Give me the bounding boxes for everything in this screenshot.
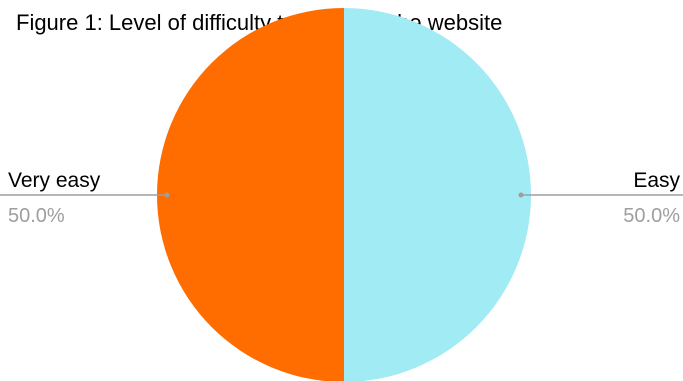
pie-labels: Easy 50.0% Very easy 50.0% — [0, 169, 683, 227]
slice-percent-easy: 50.0% — [623, 205, 680, 227]
slice-percent-very-easy: 50.0% — [8, 205, 65, 227]
leader-dot-easy — [518, 192, 524, 198]
pie-slices — [157, 8, 531, 381]
slice-label-easy: Easy — [633, 169, 680, 192]
slice-label-very-easy: Very easy — [8, 169, 101, 192]
leader-dot-very-easy — [164, 192, 170, 198]
pie-slice-easy — [344, 8, 531, 381]
pie-slice-very-easy — [157, 8, 344, 381]
